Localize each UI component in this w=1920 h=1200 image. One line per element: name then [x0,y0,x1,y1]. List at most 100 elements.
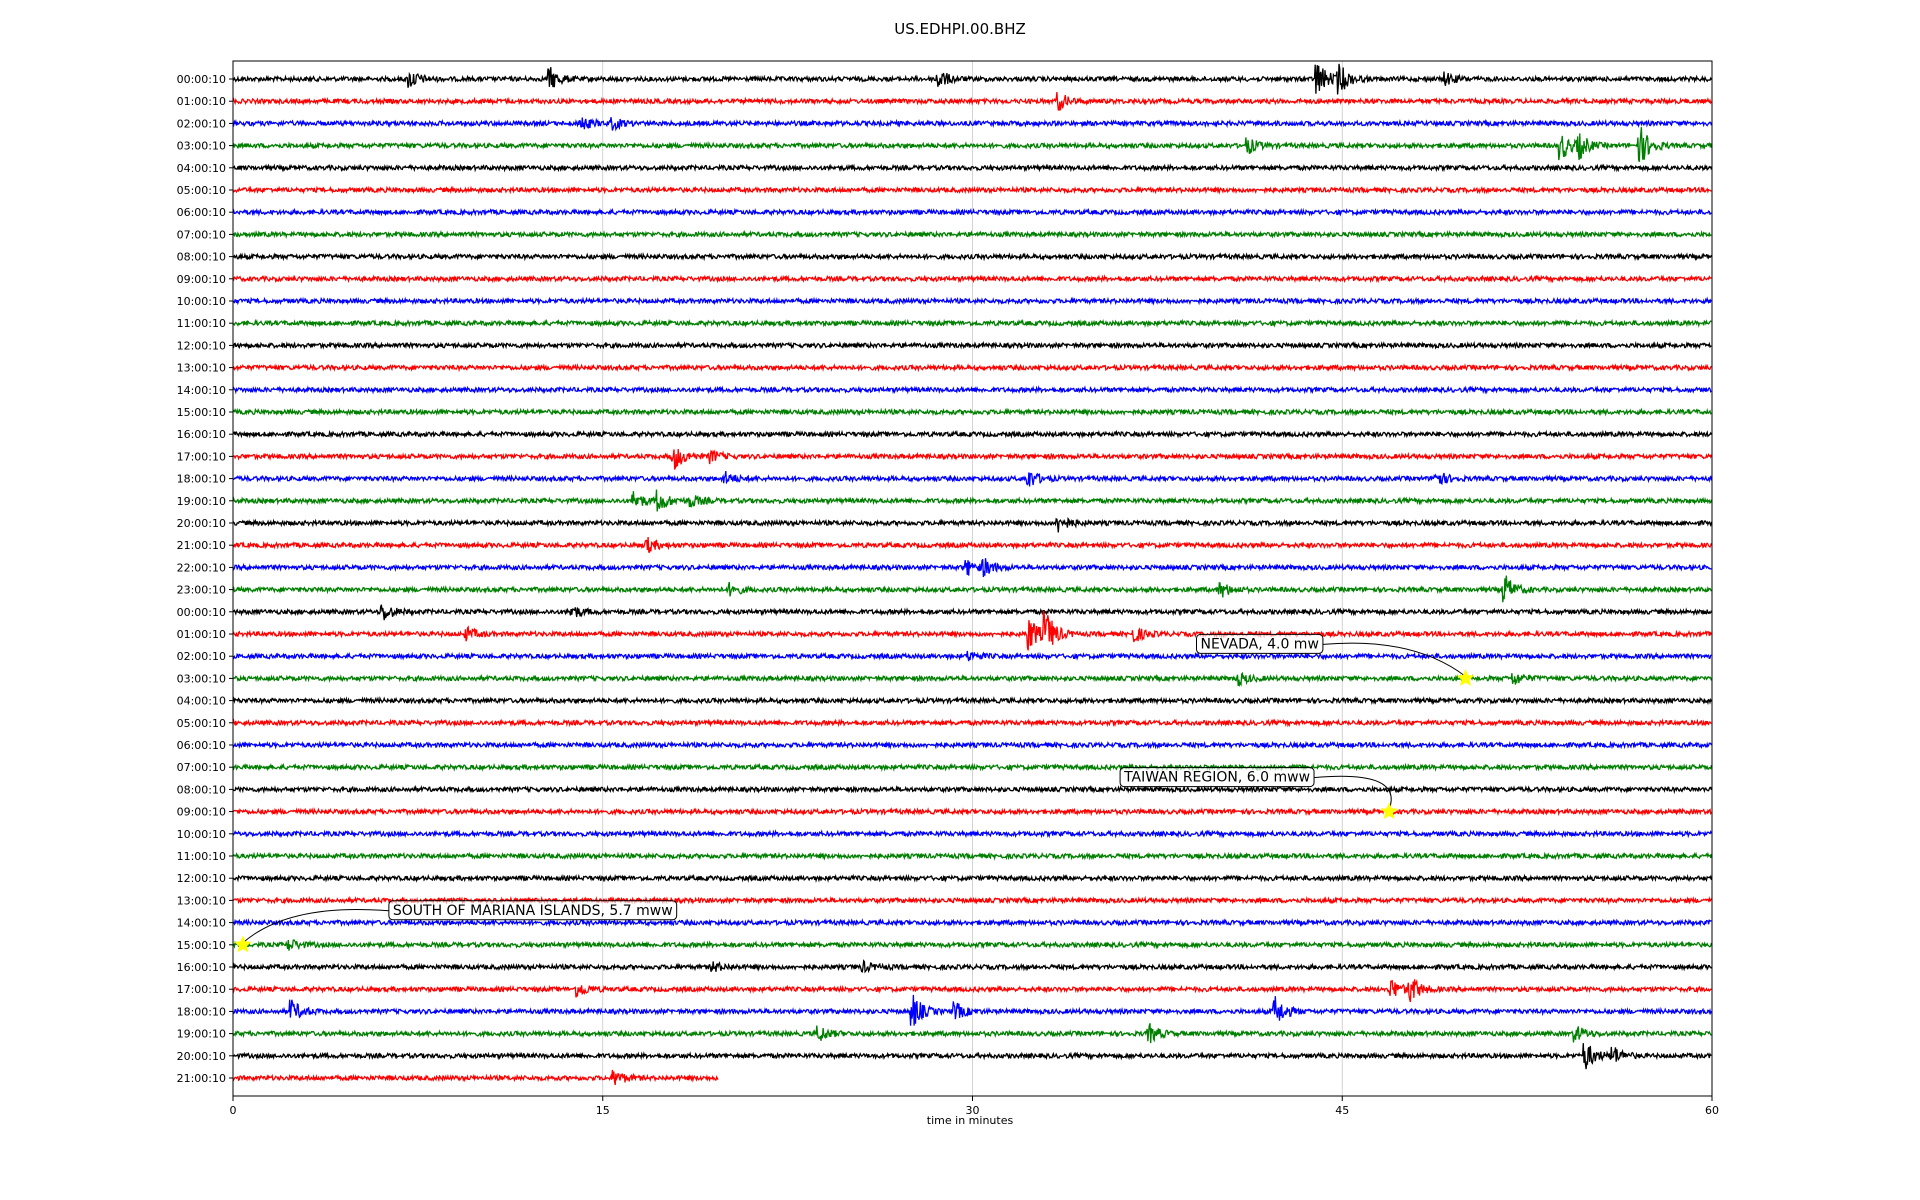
event-annotation-arrow [242,908,389,944]
trace-row-41 [232,978,1712,1003]
trace-row-44 [232,1043,1712,1070]
trace-row-28 [232,696,1713,706]
event-annotation-arrow [1313,775,1392,810]
trace-row-10 [232,296,1712,306]
trace-row-9 [232,274,1712,284]
event-annotation-label: TAIWAN REGION, 6.0 mww [1123,770,1310,786]
trace-row-5 [232,185,1712,195]
y-tick-label: 03:00:10 [177,672,226,685]
y-tick-label: 13:00:10 [177,894,226,907]
trace-row-39 [232,939,1713,951]
trace-row-36 [232,873,1713,883]
trace-row-31 [232,762,1713,772]
trace-row-2 [232,117,1713,132]
y-tick-label: 05:00:10 [177,184,226,197]
chart-title: US.EDHPI.00.BHZ [894,20,1026,38]
y-tick-label: 20:00:10 [177,517,226,530]
trace-row-6 [232,207,1712,217]
trace-row-18 [232,471,1713,487]
event-star-marker [1456,669,1475,686]
y-tick-label: 19:00:10 [177,1028,226,1041]
trace-row-14 [232,385,1712,395]
y-tick-label: 07:00:10 [177,761,226,774]
trace-row-20 [232,516,1713,533]
trace-row-32 [232,784,1713,795]
x-axis-label: time in minutes [927,1114,1014,1127]
event-annotation: SOUTH OF MARIANA ISLANDS, 5.7 mww [234,900,678,953]
trace-row-1 [232,92,1712,111]
event-annotation-label: NEVADA, 4.0 mw [1201,636,1319,652]
event-annotation: NEVADA, 4.0 mw [1196,633,1475,686]
trace-row-26 [232,650,1712,662]
trace-row-37 [232,895,1713,906]
x-tick-label: 45 [1335,1104,1349,1117]
y-tick-label: 00:00:10 [177,73,226,86]
y-tick-label: 14:00:10 [177,917,226,930]
y-tick-label: 18:00:10 [177,1005,226,1018]
trace-row-29 [232,718,1712,728]
y-tick-label: 02:00:10 [177,650,226,663]
trace-row-13 [232,363,1712,373]
x-tick-label: 60 [1705,1104,1719,1117]
trace-row-30 [232,740,1712,750]
y-tick-label: 22:00:10 [177,561,226,574]
trace-row-35 [232,851,1713,861]
x-tick-label: 15 [596,1104,610,1117]
trace-layer [232,63,1713,1086]
trace-row-11 [232,318,1712,328]
y-tick-label: 15:00:10 [177,939,226,952]
trace-row-42 [232,994,1713,1026]
trace-row-4 [232,163,1713,173]
event-star-marker [1380,802,1398,820]
trace-row-7 [232,229,1712,240]
trace-row-3 [232,127,1713,162]
y-tick-label: 01:00:10 [177,95,226,108]
y-tick-labels: 00:00:10 01:00:10 02:00:10 03:00:10 04:00:10… [177,73,233,1085]
trace-row-17 [232,448,1713,470]
y-tick-label: 07:00:10 [177,228,226,241]
y-tick-label: 01:00:10 [177,628,226,641]
y-tick-label: 14:00:10 [177,384,226,397]
trace-row-8 [232,252,1713,262]
y-tick-label: 20:00:10 [177,1050,226,1063]
trace-row-21 [232,536,1713,553]
trace-row-40 [232,959,1712,974]
y-tick-label: 15:00:10 [177,406,226,419]
grid-layer [602,61,1343,1096]
y-tick-label: 10:00:10 [177,295,226,308]
y-tick-label: 00:00:10 [177,606,226,619]
y-tick-label: 11:00:10 [177,850,226,863]
y-tick-label: 04:00:10 [177,695,226,708]
trace-row-22 [232,558,1712,578]
y-tick-label: 12:00:10 [177,339,226,352]
trace-row-16 [232,429,1712,439]
y-tick-label: 09:00:10 [177,273,226,286]
y-tick-label: 05:00:10 [177,717,226,730]
x-tick-label: 0 [230,1104,237,1117]
y-tick-label: 21:00:10 [177,1072,226,1085]
annotation-layer: NEVADA, 4.0 mw TAIWAN REGION, 6.0 mww SOUT… [234,633,1475,953]
y-tick-label: 19:00:10 [177,495,226,508]
y-tick-label: 08:00:10 [177,251,226,264]
x-ticks: 0 15 30 45 60 [230,1096,1719,1117]
y-tick-label: 17:00:10 [177,983,226,996]
y-tick-label: 10:00:10 [177,828,226,841]
x-tick-label: 30 [966,1104,980,1117]
trace-row-23 [232,575,1712,603]
y-tick-label: 21:00:10 [177,539,226,552]
event-star-marker [234,935,252,953]
y-tick-label: 06:00:10 [177,739,226,752]
y-tick-label: 02:00:10 [177,117,226,130]
trace-row-12 [232,340,1712,351]
trace-row-38 [232,918,1712,928]
y-tick-label: 09:00:10 [177,806,226,819]
y-tick-label: 16:00:10 [177,428,226,441]
y-tick-label: 06:00:10 [177,206,226,219]
trace-row-33 [232,807,1712,817]
y-tick-label: 12:00:10 [177,872,226,885]
event-annotation-arrow [1322,642,1466,677]
trace-row-24 [232,604,1713,621]
event-annotation-label: SOUTH OF MARIANA ISLANDS, 5.7 mww [393,903,673,919]
y-tick-label: 04:00:10 [177,162,226,175]
